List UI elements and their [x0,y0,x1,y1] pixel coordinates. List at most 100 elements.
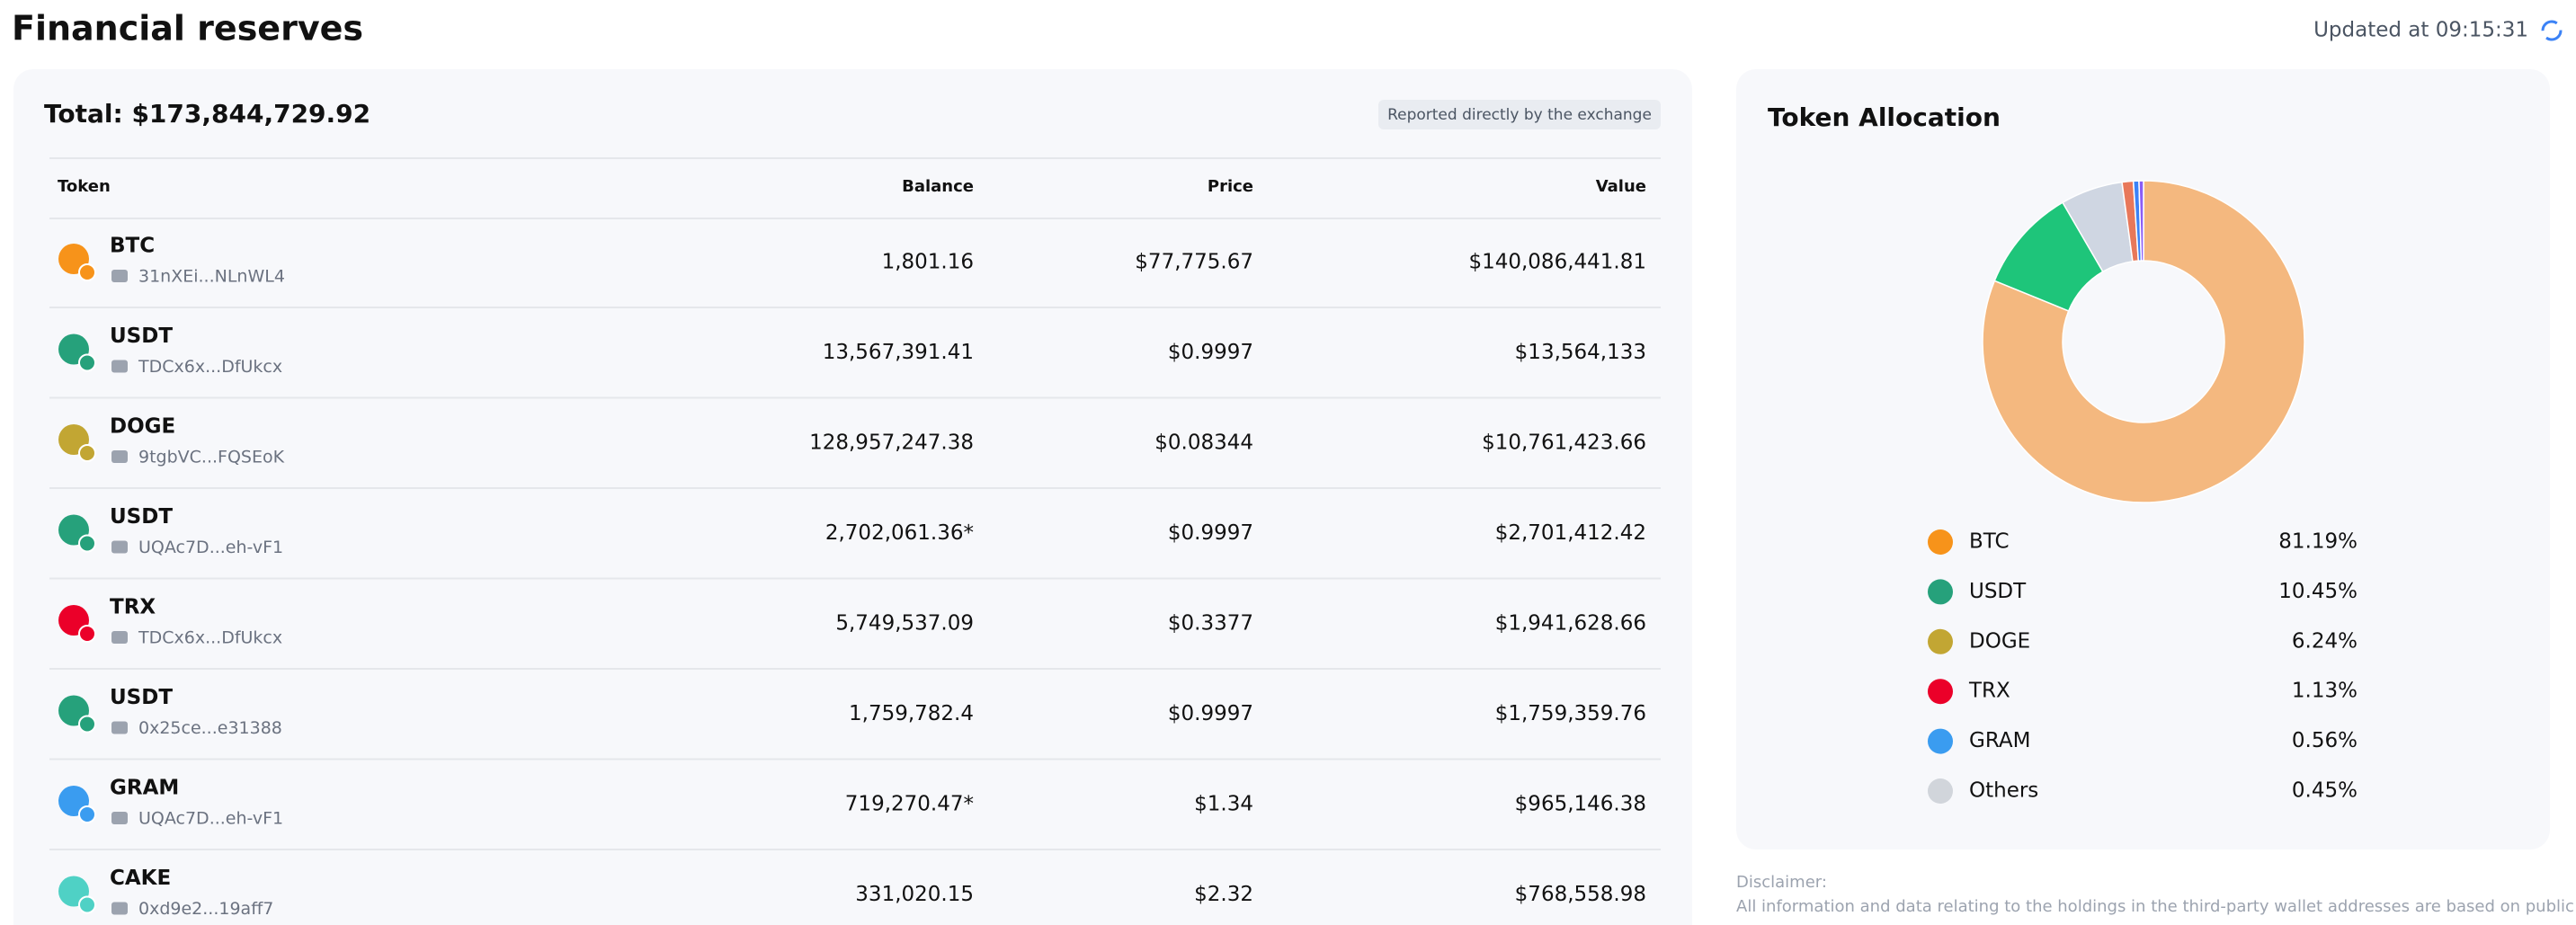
cell-value: $1,759,359.76 [1495,702,1646,725]
cell-value: $13,564,133 [1515,341,1646,364]
token-name: CAKE [110,867,171,890]
address: 0xd9e2...19aff7 [138,899,273,919]
wallet-icon [111,360,128,373]
legend-item: BTC 81.19% [1928,529,2358,555]
token-name: USDT [110,505,173,529]
token-name: USDT [110,686,173,709]
legend-label: BTC [1969,530,2010,554]
disclaimer-text: All information and data relating to the… [1736,897,2574,916]
cell-price: $1.34 [1194,793,1253,816]
cell-balance: 128,957,247.38 [809,431,974,455]
badge-text: Reported directly by the exchange [1387,106,1652,124]
updated-time: Updated at 09:15:31 [2313,19,2528,42]
cell-price: $2.32 [1194,883,1253,906]
table-row: TRX TDCx6x...DfUkcx 5,749,537.09 $0.3377 $1,… [49,596,1661,670]
address: UQAc7D...eh-vF1 [138,809,283,829]
page-title: Financial reserves [12,9,363,49]
legend-label: TRX [1968,680,2010,703]
legend-label: USDT [1969,580,2027,603]
legend-icon [1928,628,1953,654]
cell-balance: 5,749,537.09 [835,612,974,636]
pie-slice [1982,180,2305,503]
legend-value: 1.13% [2292,680,2358,703]
table-row: CAKE 0xd9e2...19aff7 331,020.15 $2.32 $768,5… [58,867,1646,919]
legend-icon [1928,529,1953,555]
chain-badge [78,263,96,281]
cell-value: $10,761,423.66 [1482,431,1646,455]
cell-balance: 2,702,061.36* [825,521,974,545]
table-row: BTC 31nXEi...NLnWL4 1,801.16 $77,775.67 $140… [49,235,1661,308]
cell-price: $77,775.67 [1135,251,1253,274]
table-row: GRAM UQAc7D...eh-vF1 719,270.47* $1.34 $965,… [49,777,1661,850]
legend-item: Others 0.45% [1928,778,2358,804]
legend-icon [1928,679,1953,705]
disclaimer-label: Disclaimer: [1736,873,1827,892]
pie-slice [2138,180,2144,262]
cell-price: $0.9997 [1168,702,1253,725]
legend-item: USDT 10.45% [1928,579,2358,605]
chain-badge [78,353,96,372]
cell-price: $0.9997 [1168,521,1253,545]
refresh-button[interactable] [2541,20,2563,41]
legend-item: GRAM 0.56% [1928,728,2358,754]
chain-badge [78,534,96,553]
legend-icon [1928,778,1953,804]
address: UQAc7D...eh-vF1 [138,538,283,557]
cell-value: $965,146.38 [1515,793,1646,816]
legend-item: TRX 1.13% [1928,679,2358,705]
address: TDCx6x...DfUkcx [138,628,282,648]
address: 31nXEi...NLnWL4 [138,267,285,287]
cell-price: $0.3377 [1168,612,1253,636]
legend-label: Others [1969,779,2038,803]
token-name: DOGE [110,415,175,439]
cell-value: $2,701,412.42 [1495,521,1646,545]
wallet-icon [111,540,128,554]
wallet-icon [111,812,128,824]
cell-balance: 1,759,782.4 [849,702,974,725]
chain-badge [78,805,96,823]
legend-value: 81.19% [2278,530,2358,554]
cell-balance: 331,020.15 [855,883,974,906]
table-row: USDT TDCx6x...DfUkcx 13,567,391.41 $0.9997 $… [49,325,1661,399]
chain-badge [78,715,96,734]
legend-value: 6.24% [2292,629,2358,653]
token-name: GRAM [110,777,179,800]
wallet-icon [111,902,128,915]
legend-value: 10.45% [2278,580,2358,603]
reserves-panel [13,69,1692,925]
wallet-icon [111,631,128,644]
cell-price: $0.08344 [1154,431,1253,455]
token-name: USDT [110,325,173,348]
legend-icon [1928,579,1953,605]
wallet-icon [111,450,128,463]
chain-badge [78,625,96,643]
legend-value: 0.56% [2292,729,2358,752]
wallet-icon [111,270,128,282]
chain-badge [78,444,96,462]
table-row: USDT 0x25ce...e31388 1,759,782.4 $0.9997 $1,… [49,686,1661,760]
legend-icon [1928,728,1953,754]
cell-value: $768,558.98 [1515,883,1646,906]
token-name: BTC [110,235,155,258]
token-name: TRX [110,596,156,619]
cell-balance: 1,801.16 [882,251,974,274]
legend-value: 0.45% [2292,779,2358,803]
legend-label: GRAM [1969,729,2030,752]
table-row: USDT UQAc7D...eh-vF1 2,702,061.36* $0.9997 $… [49,505,1661,580]
column-header: Token [58,177,111,196]
cell-value: $140,086,441.81 [1468,251,1646,274]
total: Total: $173,844,729.92 [44,99,370,129]
cell-value: $1,941,628.66 [1495,612,1646,636]
legend-item: DOGE 6.24% [1928,628,2358,654]
cell-balance: 719,270.47* [845,793,974,816]
column-header: Value [1596,177,1646,196]
address: 9tgbVC...FQSEoK [138,448,285,467]
address: TDCx6x...DfUkcx [138,357,282,377]
wallet-icon [111,721,128,734]
cell-price: $0.9997 [1168,341,1253,364]
cell-balance: 13,567,391.41 [823,341,974,364]
chart-title: Token Allocation [1768,102,2001,132]
chain-badge [78,895,96,914]
address: 0x25ce...e31388 [138,718,282,738]
